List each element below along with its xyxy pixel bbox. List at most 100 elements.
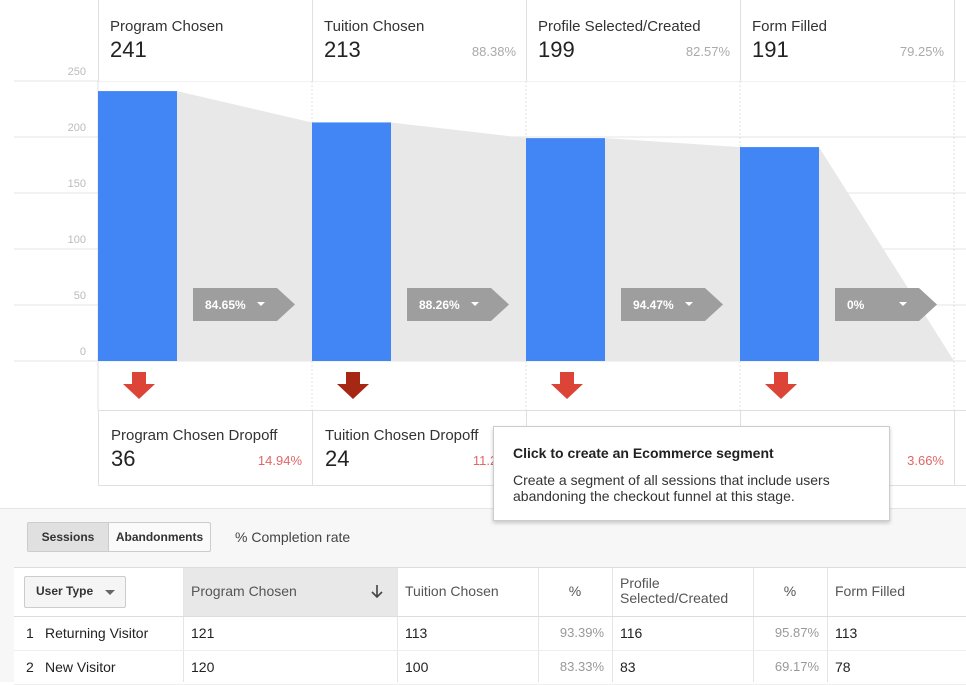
column-header[interactable]: % [568,583,582,599]
tab-abandonments[interactable]: Abandonments [115,530,204,544]
column-divider [753,568,754,682]
stage-name: Tuition Chosen [324,18,425,35]
dropoff-count: 24 [325,446,350,471]
stage-count: 199 [538,37,575,62]
column-divider [397,568,398,682]
funnel-area [819,147,954,361]
table-cell: 69.17% [774,659,819,674]
stage-header[interactable]: Tuition Chosen 213 88.38% [312,0,526,81]
column-divider [183,568,184,682]
table-cell: 113 [405,625,428,641]
stage-count: 241 [110,37,147,62]
y-tick-label: 250 [68,66,86,78]
table-cell: 116 [620,625,643,641]
tooltip-title: Click to create an Ecommerce segment [513,445,774,461]
data-table: User Type Program Chosen Tuition Chosen% P… [14,567,966,685]
stage-header-partial [954,0,966,81]
stage-count: 191 [752,37,789,62]
header-border [14,616,966,617]
conversion-rate: 84.65% [205,298,246,312]
tab-sessions[interactable]: Sessions [28,523,109,551]
row-border [14,650,966,651]
stage-count: 213 [324,37,361,62]
conversion-shape [193,288,295,321]
y-tick-label: 100 [68,234,86,246]
stage-header[interactable]: Form Filled 191 79.25% [740,0,954,81]
conversion-rate: 94.47% [633,298,674,312]
conversion-button[interactable]: 0% [835,288,937,321]
funnel-area [391,122,526,361]
dropoff-arrow [765,372,797,399]
conversion-rate: 0% [847,298,865,312]
dropoff-box[interactable]: Tuition Chosen Dropoff 24 11.27% [312,410,526,486]
conversion-caret [471,302,479,306]
header-highlight [183,568,397,616]
dropoff-percent: 14.94% [257,453,302,468]
dropoff-box[interactable]: Program Chosen Dropoff 36 14.94% [98,410,312,486]
stage-percent: 82.57% [685,44,730,59]
tooltip: Click to create an Ecommerce segment Cre… [493,426,890,521]
bar [98,91,177,361]
tooltip-body: Create a segment of all sessions that in… [513,472,830,504]
column-header[interactable]: % [783,583,797,599]
dimension-dropdown[interactable]: User Type [24,576,126,608]
dropoff-percent: 3.66% [907,453,944,468]
row-label[interactable]: New Visitor [45,659,116,675]
stage-name: Profile Selected/Created [538,18,701,35]
column-divider [612,568,613,682]
column-header[interactable]: Form Filled [835,583,906,599]
dropoff-arrow [123,372,155,399]
table-cell: 93.39% [559,625,604,640]
conversion-shape [407,288,509,321]
conversion-rate: 88.26% [419,298,460,312]
conversion-shape [835,288,937,321]
completion-rate[interactable]: % Completion rate [235,529,351,545]
table-cell: 83.33% [559,659,604,674]
dropoff-count: 36 [111,446,136,471]
conversion-button[interactable]: 94.47% [621,288,723,321]
table-cell: 83 [620,659,636,675]
stage-header[interactable]: Profile Selected/Created 199 82.57% [526,0,740,81]
table-cell: 121 [191,625,215,641]
table-cell: 113 [835,625,858,641]
dropoff-name: Tuition Chosen Dropoff [325,427,479,444]
dropoff-box-partial [954,410,966,486]
y-tick-label: 200 [68,122,86,134]
table-cell: 120 [191,659,215,675]
conversion-caret [899,302,907,306]
column-header[interactable]: Tuition Chosen [405,583,499,599]
stage-name: Program Chosen [110,18,224,35]
dropdown-caret [105,590,115,595]
row-index: 2 [26,659,34,675]
column-header[interactable]: Program Chosen [183,584,397,599]
column-divider [827,568,828,682]
sort-arrow [371,585,383,599]
conversion-caret [257,302,265,306]
stage-name: Form Filled [752,18,828,35]
conversion-button[interactable]: 88.26% [407,288,509,321]
bar [312,122,391,361]
dimension-label: User Type [36,584,94,598]
funnel-chart: 0 50 100 150 200 250 84.65% 88.26% 94.47% 0% [14,66,966,410]
column-divider [538,568,539,682]
row-index: 1 [26,625,34,641]
y-tick-label: 150 [68,178,86,190]
table-cell: 78 [835,659,851,675]
conversion-shape [621,288,723,321]
row-label[interactable]: Returning Visitor [45,625,149,641]
conversion-caret [685,302,693,306]
dropoff-name: Program Chosen Dropoff [111,427,278,444]
stage-percent: 88.38% [471,44,516,59]
column-header[interactable]: Profile Selected/Created [620,575,729,606]
funnel-area [605,138,740,361]
tab-group: Sessions Abandonments [27,522,211,552]
dropoff-arrow [337,372,369,399]
bar [526,138,605,361]
stage-percent: 79.25% [899,44,944,59]
table-cell: 100 [405,659,429,675]
bar [740,147,819,361]
y-tick-label: 0 [80,346,86,358]
stage-header[interactable]: Program Chosen 241 [98,0,312,81]
conversion-button[interactable]: 84.65% [193,288,295,321]
